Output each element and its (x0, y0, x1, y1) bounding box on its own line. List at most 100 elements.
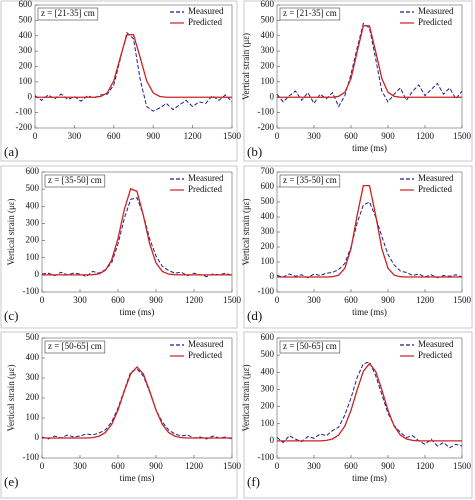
y-tick-label: 700 (261, 166, 275, 176)
y-tick-label: 300 (261, 383, 275, 393)
x-tick-label: 1500 (453, 131, 472, 141)
y-tick-label: 600 (261, 332, 275, 342)
panel-frame (0, 165, 238, 329)
y-tick-label: 600 (26, 166, 40, 176)
annotation: z = [50-65] cm (48, 341, 102, 351)
legend-label: Measured (188, 339, 224, 349)
panel-frame (243, 165, 473, 329)
legend-label: Predicted (188, 184, 222, 194)
legend-label: Predicted (418, 17, 452, 27)
legend-label: Measured (418, 173, 454, 183)
legend-label: Measured (188, 6, 224, 16)
x-tick-label: 900 (146, 131, 160, 141)
y-tick-label: 400 (261, 211, 275, 221)
y-tick-label: 100 (26, 412, 40, 422)
x-tick-label: 0 (40, 295, 45, 305)
y-tick-label: 200 (261, 401, 275, 411)
y-tick-label: -100 (258, 107, 275, 117)
legend-label: Measured (418, 6, 454, 16)
y-tick-label: 400 (261, 366, 275, 376)
y-tick-label: 200 (261, 61, 275, 71)
panel-label: (b) (247, 144, 262, 159)
annotation: z = [35-50] cm (283, 175, 337, 185)
plot-area (34, 4, 233, 129)
y-tick-label: 300 (261, 226, 275, 236)
y-tick-label: 100 (19, 76, 33, 86)
x-axis-label: time (ms) (120, 473, 155, 483)
x-tick-label: 0 (275, 461, 280, 471)
y-tick-label: 500 (261, 349, 275, 359)
y-tick-label: -100 (16, 107, 33, 117)
x-tick-label: 600 (344, 461, 358, 471)
panel-frame (243, 331, 473, 499)
panel-frame (243, 0, 473, 162)
x-tick-label: 1200 (416, 131, 435, 141)
y-tick-label: 300 (26, 372, 40, 382)
x-axis-label: time (ms) (120, 307, 155, 317)
y-tick-label: 600 (19, 0, 33, 9)
x-tick-label: 300 (307, 461, 321, 471)
series-line (41, 368, 233, 440)
y-tick-label: 0 (270, 271, 275, 281)
y-tick-label: 0 (270, 435, 275, 445)
y-tick-label: 500 (26, 332, 40, 342)
y-tick-label: 400 (19, 30, 33, 40)
y-axis-label: Vertical strain (με) (241, 364, 251, 431)
y-tick-label: 400 (261, 30, 275, 40)
x-tick-label: 600 (111, 295, 125, 305)
y-tick-label: -100 (23, 452, 40, 462)
legend-label: Predicted (188, 17, 222, 27)
plot-area (276, 171, 463, 293)
x-tick-label: 600 (107, 131, 121, 141)
y-tick-label: 400 (26, 200, 40, 210)
y-tick-label: -100 (258, 452, 275, 462)
series-line (277, 362, 462, 442)
y-tick-label: 0 (28, 91, 33, 101)
y-tick-label: 600 (261, 181, 275, 191)
panel-frame (0, 331, 238, 499)
panel-frame (0, 0, 238, 162)
y-tick-label: -100 (258, 286, 275, 296)
y-tick-label: 100 (261, 76, 275, 86)
x-tick-label: 600 (111, 461, 125, 471)
x-tick-label: 600 (344, 295, 358, 305)
x-tick-label: 1200 (416, 461, 435, 471)
y-tick-label: 200 (26, 392, 40, 402)
panel-label: (f) (247, 474, 260, 489)
x-tick-label: 1200 (185, 461, 204, 471)
annotation: z = [50-65] cm (283, 341, 337, 351)
y-tick-label: 200 (261, 241, 275, 251)
y-tick-label: -100 (23, 286, 40, 296)
x-axis-label: time (ms) (352, 473, 387, 483)
legend-label: Predicted (418, 184, 452, 194)
y-tick-label: 300 (26, 217, 40, 227)
annotation-box (44, 340, 106, 354)
y-axis-label: Vertical strain (με) (6, 198, 16, 265)
series-line (277, 185, 462, 278)
y-tick-label: 500 (261, 14, 275, 24)
y-tick-label: 400 (26, 352, 40, 362)
x-tick-label: 1500 (223, 461, 242, 471)
x-tick-label: 1500 (223, 131, 242, 141)
y-axis-label: Vertical strain (με) (241, 33, 251, 100)
y-tick-label: -200 (258, 122, 275, 132)
series-line (276, 201, 463, 279)
x-tick-label: 300 (73, 295, 87, 305)
y-tick-label: 100 (26, 252, 40, 262)
legend-label: Predicted (188, 350, 222, 360)
series-line (34, 31, 233, 112)
annotation-box (44, 174, 106, 188)
x-tick-label: 900 (149, 461, 163, 471)
legend-label: Measured (418, 339, 454, 349)
series-line (35, 34, 232, 98)
y-tick-label: 200 (19, 61, 33, 71)
series-line (276, 361, 463, 449)
x-axis-label: time (ms) (352, 143, 387, 153)
y-tick-label: 300 (261, 45, 275, 55)
x-tick-label: 1200 (416, 295, 435, 305)
y-tick-label: 600 (261, 0, 275, 9)
legend-label: Measured (188, 173, 224, 183)
